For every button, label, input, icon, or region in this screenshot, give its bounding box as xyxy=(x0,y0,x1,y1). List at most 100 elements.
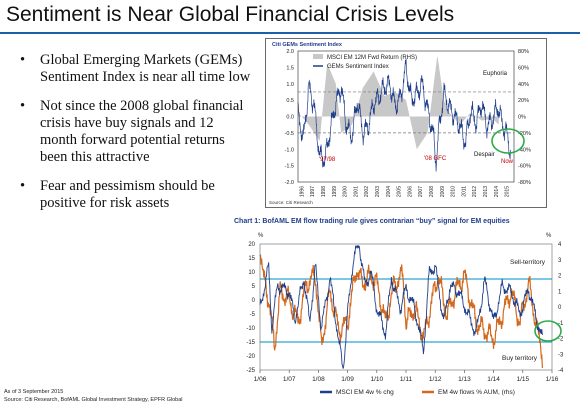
right-tick-label: 0 xyxy=(558,305,562,311)
bullet-list: • Global Emerging Markets (GEMs) Sentimen… xyxy=(20,52,252,224)
footnote-sources: Source: Citi Research, BofAML Global Inv… xyxy=(4,397,183,403)
x-tick-label: 1/11 xyxy=(400,376,413,383)
x-tick-label: 1998 xyxy=(321,186,327,197)
flow-right-unit: % xyxy=(546,233,552,239)
left-tick-label: 5 xyxy=(252,284,256,290)
bullet-item: • Not since the 2008 global financial cri… xyxy=(20,98,252,166)
left-tick-label: 1.5 xyxy=(286,65,294,71)
bullet-text: Fear and pessimism should be positive fo… xyxy=(40,178,215,211)
flow-line-layer xyxy=(259,254,543,369)
x-tick-label: 2010 xyxy=(451,186,457,197)
right-tick-label: -40% xyxy=(518,147,531,153)
left-tick-label: 10 xyxy=(248,270,255,276)
left-tick-label: -25 xyxy=(246,368,255,374)
left-tick-label: -1.0 xyxy=(285,147,294,153)
legend-label-return: MSCI EM 12M Fwd Return (RHS) xyxy=(327,55,417,61)
right-tick-label: -3 xyxy=(558,352,564,358)
msci-line-layer xyxy=(259,245,543,369)
x-tick-label: 2003 xyxy=(375,186,381,197)
x-tick-label: 2005 xyxy=(397,186,403,197)
left-tick-label: -2.0 xyxy=(285,180,294,186)
slide-title: Sentiment is Near Global Financial Crisi… xyxy=(6,3,455,26)
right-tick-label: 40% xyxy=(518,82,529,88)
sentiment-chart-source: Source: Citi Research xyxy=(269,200,313,205)
x-tick-label: 2013 xyxy=(483,186,489,197)
bullet-text: Not since the 2008 global financial cris… xyxy=(40,98,244,165)
legend-label-msci: MSCI EM 4w % chg xyxy=(336,389,394,396)
left-tick-label: -0.5 xyxy=(285,131,294,137)
annotation-sell-territory: Sell-territory xyxy=(510,259,546,266)
annotation-crisis-9798: '97/98 xyxy=(319,157,336,163)
annotation-buy-territory: Buy territory xyxy=(502,355,538,362)
flows-line xyxy=(259,254,543,369)
bullet-marker: • xyxy=(20,98,26,114)
right-tick-label: 4 xyxy=(558,242,562,248)
x-tick-label: 2000 xyxy=(343,186,349,197)
x-tick-label: 1/16 xyxy=(546,376,559,383)
left-tick-label: 20 xyxy=(248,242,255,248)
right-tick-label: -60% xyxy=(518,164,531,170)
right-tick-label: 1 xyxy=(558,289,562,295)
flow-plot-border xyxy=(259,243,553,371)
footnote-date: As of 3 September 2015 xyxy=(4,389,64,395)
x-tick-label: 1996 xyxy=(299,186,305,197)
bullet-marker: • xyxy=(20,52,26,68)
x-tick-label: 2004 xyxy=(386,186,392,197)
left-tick-label: 0 xyxy=(252,298,256,304)
x-tick-label: 2002 xyxy=(364,186,370,197)
bullet-marker: • xyxy=(20,178,26,194)
left-tick-label: 0.5 xyxy=(286,98,294,104)
sentiment-right-ticks: 80% 60% 40% 20% 0% -20% -40% -60% -80% xyxy=(518,49,531,186)
right-tick-label: -2 xyxy=(558,337,564,343)
x-tick-label: 1/06 xyxy=(254,376,267,383)
x-tick-label: 2009 xyxy=(440,186,446,197)
left-tick-label: 0.0 xyxy=(286,115,294,121)
x-tick-label: 2006 xyxy=(407,186,413,197)
sentiment-chart-title: Citi GEMs Sentiment Index xyxy=(272,42,343,48)
annotation-despair: Despair xyxy=(474,152,495,158)
left-tick-label: 2.0 xyxy=(286,49,294,55)
right-tick-label: -1 xyxy=(558,321,564,327)
right-tick-label: 80% xyxy=(518,49,529,55)
left-tick-label: -1.5 xyxy=(285,164,294,170)
right-tick-label: 3 xyxy=(558,258,562,264)
left-tick-label: 1.0 xyxy=(286,82,294,88)
x-tick-label: 2001 xyxy=(353,186,359,197)
right-tick-label: 2 xyxy=(558,274,562,280)
x-tick-label: 1/07 xyxy=(283,376,296,383)
x-tick-label: 1/13 xyxy=(458,376,471,383)
left-tick-label: -20 xyxy=(246,354,255,360)
bullet-item: • Fear and pessimism should be positive f… xyxy=(20,178,252,212)
flow-reference-lines xyxy=(260,278,552,343)
bullet-item: • Global Emerging Markets (GEMs) Sentimen… xyxy=(20,52,252,86)
right-tick-label: 20% xyxy=(518,98,529,104)
flow-chart-title: Chart 1: BofAML EM flow trading rule giv… xyxy=(234,218,510,225)
x-tick-label: 2011 xyxy=(461,186,467,197)
msci-line xyxy=(259,245,543,369)
x-tick-label: 1/15 xyxy=(516,376,529,383)
annotation-euphoria: Euphoria xyxy=(483,71,508,77)
flow-right-ticks: 4 3 2 1 0 -1 -2 -3 -4 xyxy=(558,242,564,374)
sentiment-plot-border xyxy=(297,50,515,183)
sentiment-chart: Citi GEMs Sentiment Index 2.0 1.5 1.0 0.5 0.… xyxy=(265,38,547,208)
left-tick-label: -10 xyxy=(246,326,255,332)
x-tick-label: 2014 xyxy=(494,186,500,197)
right-tick-label: 0% xyxy=(518,115,526,121)
left-tick-label: -5 xyxy=(250,312,256,318)
left-tick-label: 15 xyxy=(248,256,255,262)
flow-left-unit: % xyxy=(258,233,264,239)
legend-label-flows: EM 4w flows % AUM, (rhs) xyxy=(438,389,515,396)
right-tick-label: -80% xyxy=(518,180,531,186)
x-tick-label: 1997 xyxy=(310,186,316,197)
right-tick-label: -20% xyxy=(518,131,531,137)
sentiment-x-ticks: 1996 1997 1998 1999 2000 2001 2002 2003 2004 2005… xyxy=(299,186,510,197)
bullet-text: Global Emerging Markets (GEMs) Sentiment… xyxy=(40,52,251,85)
sentiment-left-ticks: 2.0 1.5 1.0 0.5 0.0 -0.5 -1.0 -1.5 -2.0 xyxy=(285,49,294,186)
x-tick-label: 1/14 xyxy=(487,376,500,383)
x-tick-label: 1/09 xyxy=(341,376,354,383)
x-tick-label: 1/10 xyxy=(370,376,383,383)
title-divider xyxy=(0,32,580,34)
annotation-crisis-08: '08 GFC xyxy=(424,156,447,162)
x-tick-label: 2008 xyxy=(429,186,435,197)
x-tick-label: 2015 xyxy=(505,186,511,197)
